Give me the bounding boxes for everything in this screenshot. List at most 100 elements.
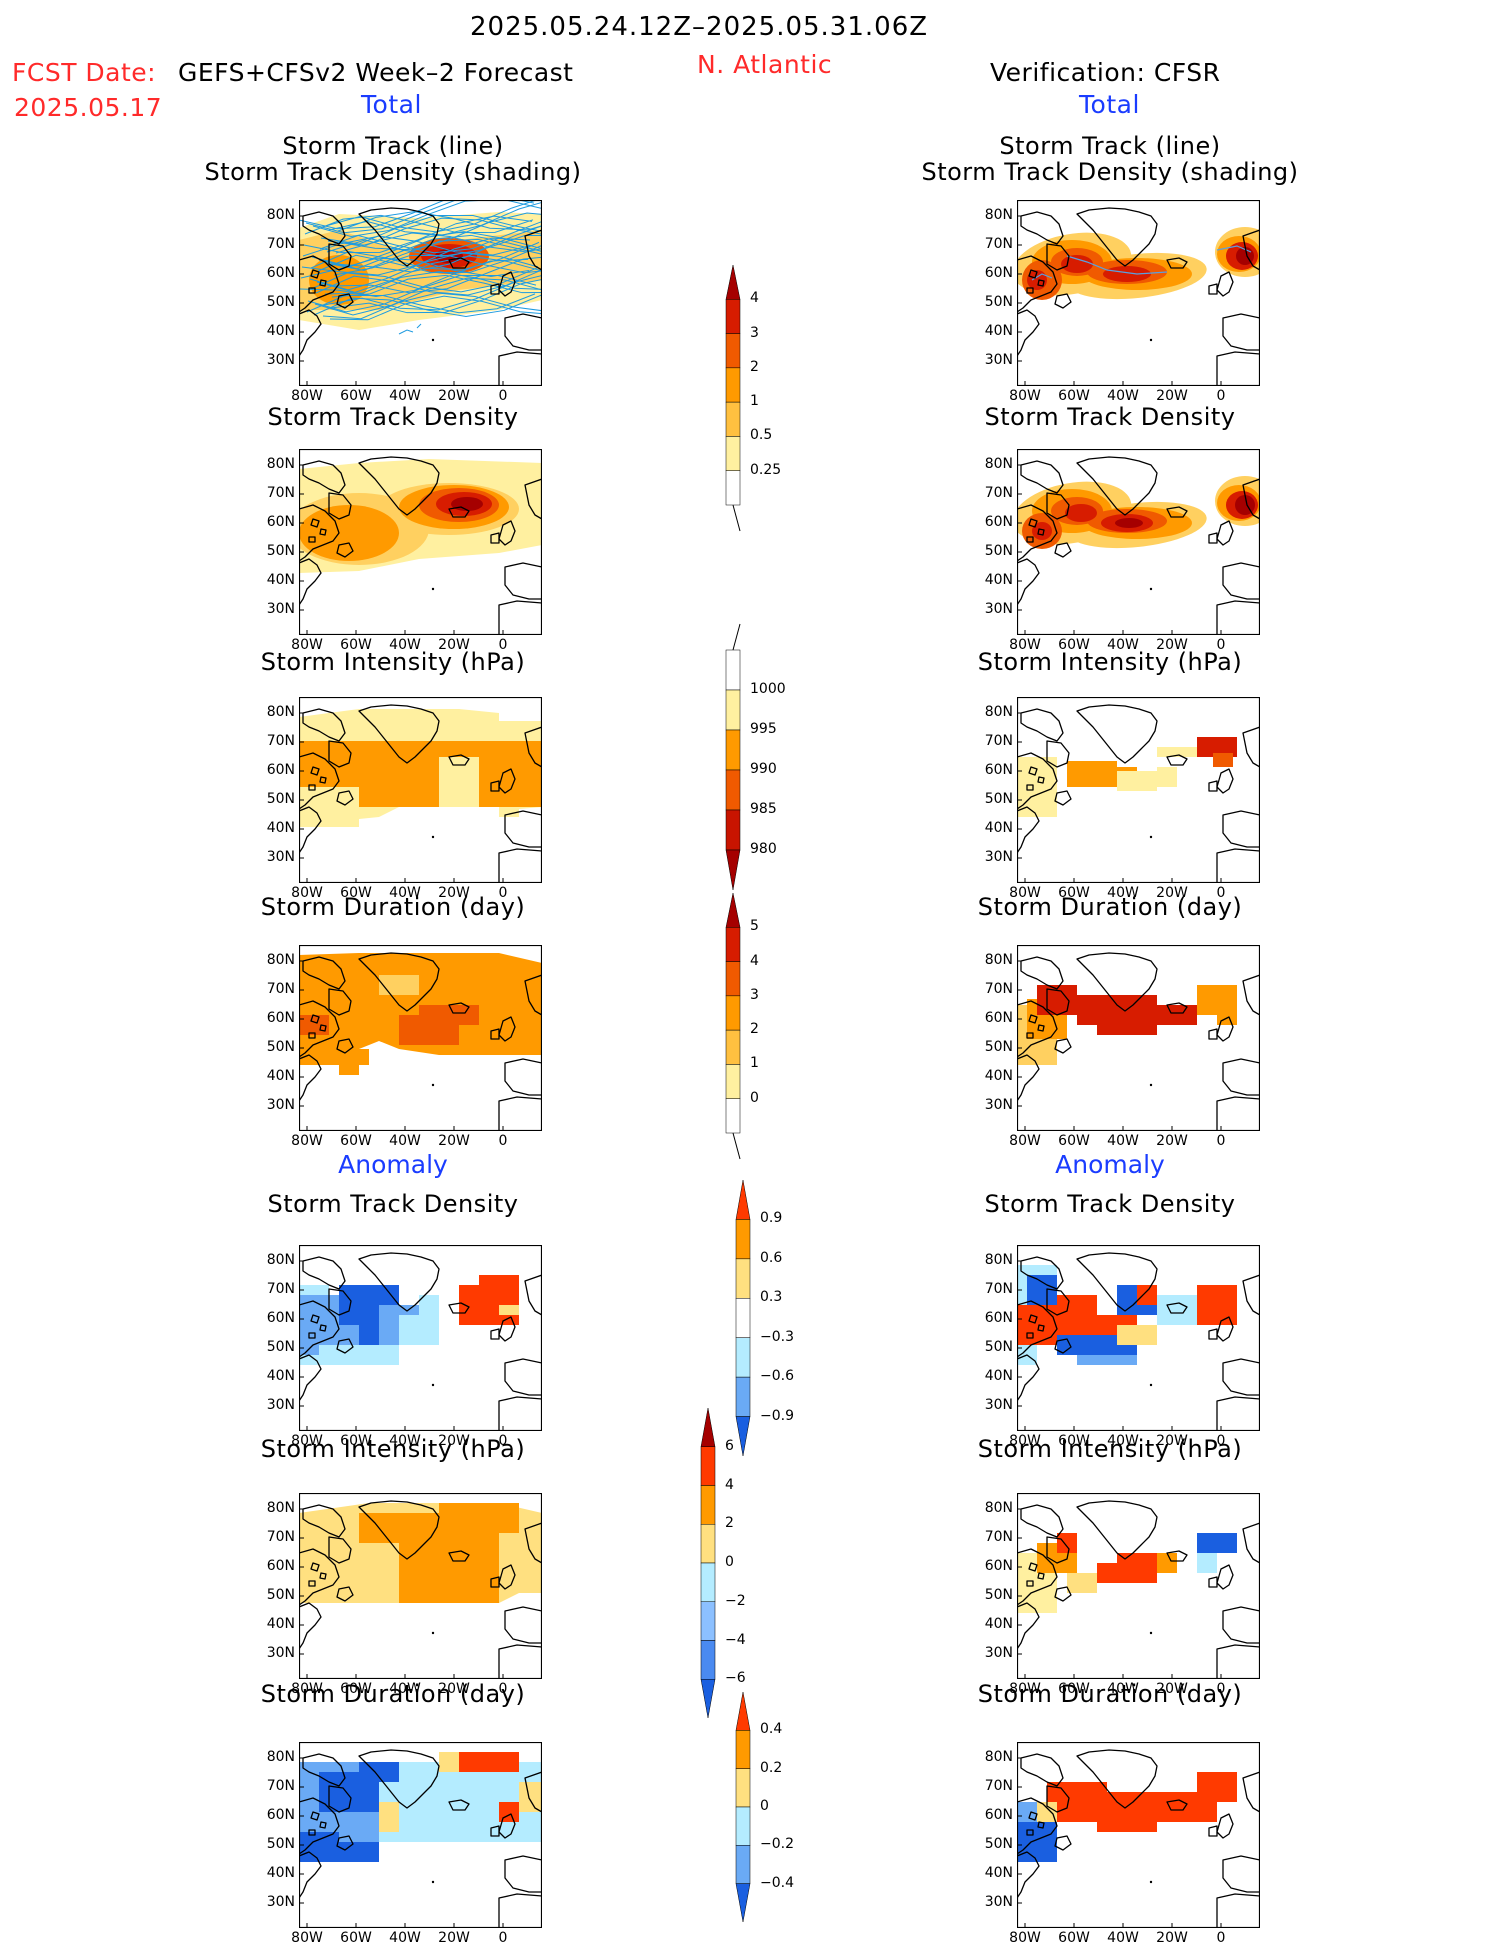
lat-label: 60N bbox=[266, 1310, 295, 1326]
lat-label: 70N bbox=[266, 1778, 295, 1794]
lat-label: 60N bbox=[984, 1558, 1013, 1574]
colorbar-label: 990 bbox=[750, 761, 777, 777]
lon-label: 40W bbox=[1107, 1681, 1139, 1697]
lon-label: 60W bbox=[1058, 1930, 1090, 1946]
lon-label: 0 bbox=[498, 388, 508, 404]
colorbar-label: −0.2 bbox=[760, 1836, 794, 1853]
lat-label: 40N bbox=[266, 1865, 295, 1881]
lat-label: 40N bbox=[266, 323, 295, 339]
lon-label: 0 bbox=[498, 1133, 508, 1149]
right-title-duration: Storm Duration (day) bbox=[977, 893, 1243, 921]
map-plot bbox=[1017, 1742, 1260, 1928]
lat-label: 70N bbox=[984, 733, 1013, 749]
colorbar-duration-total: 5 4 3 2 1 0 bbox=[722, 892, 812, 1173]
lon-label: 40W bbox=[1107, 1133, 1139, 1149]
lat-label: 40N bbox=[984, 572, 1013, 588]
colorbar-label: 0 bbox=[760, 1798, 769, 1814]
lat-label: 30N bbox=[984, 1894, 1013, 1910]
lat-label: 60N bbox=[984, 1310, 1013, 1326]
forecast-map-track-density bbox=[299, 449, 542, 635]
lat-label: 80N bbox=[266, 1749, 295, 1765]
lon-label: 80W bbox=[1009, 388, 1041, 404]
verification-map-anom-density bbox=[1017, 1245, 1260, 1431]
colorbar-density-total: 4 3 2 1 0.5 0.25 bbox=[722, 264, 812, 545]
lat-label: 60N bbox=[266, 1558, 295, 1574]
lon-label: 0 bbox=[498, 1930, 508, 1946]
lat-label: 40N bbox=[984, 1616, 1013, 1632]
forecast-label: GEFS+CFSv2 Week–2 Forecast bbox=[178, 58, 574, 87]
verification-label: Verification: CFSR bbox=[990, 58, 1221, 87]
lat-label: 80N bbox=[984, 1500, 1013, 1516]
colorbar-label: 1 bbox=[750, 1055, 759, 1072]
right-title-anom-duration: Storm Duration (day) bbox=[977, 1680, 1243, 1708]
lat-label: 70N bbox=[984, 1778, 1013, 1794]
map-plot bbox=[1017, 1493, 1260, 1679]
forecast-map-anom-density bbox=[299, 1245, 542, 1431]
lat-label: 30N bbox=[266, 1894, 295, 1910]
left-title-intensity: Storm Intensity (hPa) bbox=[260, 648, 526, 676]
lon-label: 0 bbox=[1216, 1930, 1226, 1946]
lat-label: 70N bbox=[984, 485, 1013, 501]
forecast-map-track-line bbox=[299, 200, 542, 386]
lon-label: 0 bbox=[1216, 1133, 1226, 1149]
lon-label: 40W bbox=[389, 388, 421, 404]
lon-label: 60W bbox=[340, 1433, 372, 1449]
colorbar-duration-anom: 0.4 0.2 0 −0.2 −0.4 bbox=[732, 1691, 822, 1925]
lat-label: 80N bbox=[266, 456, 295, 472]
lat-label: 30N bbox=[266, 1645, 295, 1661]
lon-label: 0 bbox=[498, 637, 508, 653]
lon-label: 40W bbox=[1107, 885, 1139, 901]
lat-label: 80N bbox=[984, 1252, 1013, 1268]
lon-label: 20W bbox=[438, 637, 470, 653]
forecast-map-intensity bbox=[299, 697, 542, 883]
lon-label: 80W bbox=[1009, 1681, 1041, 1697]
colorbar-label: 995 bbox=[750, 721, 777, 737]
lon-label: 60W bbox=[340, 637, 372, 653]
lat-label: 70N bbox=[266, 1529, 295, 1545]
colorbar-intensity-anom: 6 4 2 0 −2 −4 −6 bbox=[697, 1407, 787, 1719]
lon-label: 80W bbox=[1009, 885, 1041, 901]
lon-label: 40W bbox=[389, 1681, 421, 1697]
colorbar-label: 0.4 bbox=[760, 1721, 783, 1738]
lat-label: 40N bbox=[984, 323, 1013, 339]
map-plot bbox=[299, 1245, 542, 1431]
lat-label: 80N bbox=[984, 952, 1013, 968]
lat-label: 40N bbox=[984, 820, 1013, 836]
colorbar-label: 4 bbox=[750, 952, 759, 969]
lat-label: 30N bbox=[984, 1645, 1013, 1661]
right-title-track-line: Storm Track (line) bbox=[999, 132, 1221, 160]
lon-label: 20W bbox=[1156, 1681, 1188, 1697]
left-anomaly-section: Anomaly bbox=[338, 1150, 448, 1179]
lat-label: 40N bbox=[266, 1616, 295, 1632]
lat-label: 30N bbox=[266, 1397, 295, 1413]
lon-label: 20W bbox=[438, 885, 470, 901]
lat-label: 50N bbox=[984, 1339, 1013, 1355]
lon-label: 60W bbox=[1058, 637, 1090, 653]
colorbar-label: 4 bbox=[725, 1476, 734, 1493]
lon-label: 20W bbox=[1156, 388, 1188, 404]
colorbar-label: 0.2 bbox=[760, 1759, 783, 1776]
lon-label: 0 bbox=[1216, 637, 1226, 653]
lon-label: 60W bbox=[1058, 1681, 1090, 1697]
lon-label: 80W bbox=[291, 637, 323, 653]
lat-label: 70N bbox=[984, 981, 1013, 997]
left-title-duration: Storm Duration (day) bbox=[260, 893, 526, 921]
date-range-title: 2025.05.24.12Z–2025.05.31.06Z bbox=[470, 12, 929, 42]
fcst-date-label: FCST Date: bbox=[12, 58, 157, 87]
colorbar-graphic bbox=[725, 264, 741, 532]
right-anomaly-section: Anomaly bbox=[1055, 1150, 1165, 1179]
left-title-track-shading: Storm Track Density (shading) bbox=[204, 158, 582, 186]
lat-label: 30N bbox=[266, 1097, 295, 1113]
colorbar-graphic bbox=[700, 1407, 716, 1719]
lon-label: 80W bbox=[291, 1930, 323, 1946]
lon-label: 40W bbox=[389, 1433, 421, 1449]
lon-label: 0 bbox=[1216, 1681, 1226, 1697]
lat-label: 70N bbox=[266, 1281, 295, 1297]
lon-label: 40W bbox=[1107, 388, 1139, 404]
map-plot bbox=[299, 697, 542, 883]
left-title-anom-intensity: Storm Intensity (hPa) bbox=[260, 1435, 526, 1463]
fcst-date-value: 2025.05.17 bbox=[14, 93, 163, 122]
lat-label: 70N bbox=[266, 981, 295, 997]
lon-label: 40W bbox=[1107, 637, 1139, 653]
lat-label: 50N bbox=[266, 1587, 295, 1603]
